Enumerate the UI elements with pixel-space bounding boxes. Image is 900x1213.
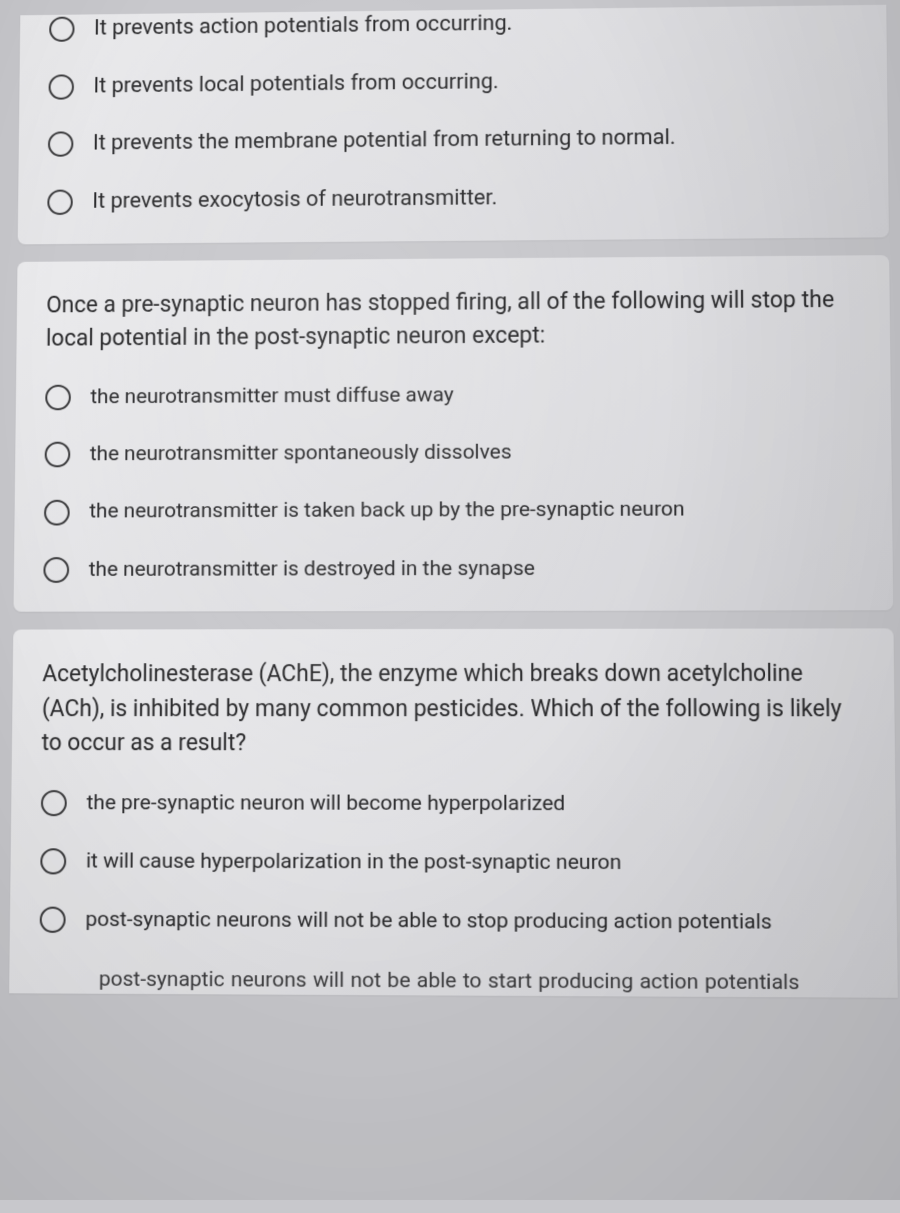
option-label: post-synaptic neurons will not be able t…: [99, 965, 800, 997]
option-row[interactable]: It prevents action potentials from occur…: [49, 5, 856, 43]
option-row[interactable]: it will cause hyperpolarization in the p…: [40, 847, 865, 878]
option-row[interactable]: It prevents exocytosis of neurotransmitt…: [47, 181, 858, 217]
option-label: It prevents the membrane potential from …: [93, 124, 676, 159]
question-card: It prevents action potentials from occur…: [18, 5, 889, 244]
option-label: the pre-synaptic neuron will become hype…: [86, 789, 565, 818]
radio-icon[interactable]: [49, 16, 75, 41]
radio-icon[interactable]: [45, 385, 71, 411]
question-card: Once a pre-synaptic neuron has stopped f…: [13, 255, 893, 612]
option-row[interactable]: the pre-synaptic neuron will become hype…: [41, 789, 865, 819]
option-label: the neurotransmitter is taken back up by…: [89, 496, 685, 526]
option-row[interactable]: the neurotransmitter must diffuse away: [45, 379, 860, 411]
option-label: It prevents action potentials from occur…: [94, 9, 513, 43]
radio-icon[interactable]: [47, 189, 73, 214]
option-row[interactable]: It prevents local potentials from occurr…: [48, 63, 857, 101]
radio-icon[interactable]: [40, 848, 66, 874]
option-row[interactable]: the neurotransmitter is taken back up by…: [44, 495, 862, 526]
question-text: Acetylcholinesterase (AChE), the enzyme …: [41, 657, 864, 762]
radio-icon[interactable]: [49, 74, 75, 99]
question-card: Acetylcholinesterase (AChE), the enzyme …: [9, 629, 898, 998]
option-row[interactable]: post-synaptic neurons will not be able t…: [99, 965, 867, 998]
radio-icon[interactable]: [40, 907, 66, 933]
radio-icon[interactable]: [41, 790, 67, 816]
option-label: the neurotransmitter must diffuse away: [90, 381, 453, 411]
radio-icon[interactable]: [45, 442, 71, 468]
option-row[interactable]: the neurotransmitter spontaneously disso…: [45, 437, 862, 469]
option-label: It prevents local potentials from occurr…: [93, 67, 498, 100]
option-label: post-synaptic neurons will not be able t…: [85, 906, 772, 937]
option-row[interactable]: the neurotransmitter is destroyed in the…: [43, 554, 862, 584]
radio-icon[interactable]: [43, 557, 69, 583]
option-label: It prevents exocytosis of neurotransmitt…: [92, 184, 497, 217]
option-label: the neurotransmitter spontaneously disso…: [90, 439, 512, 469]
option-label: the neurotransmitter is destroyed in the…: [89, 555, 535, 584]
option-row[interactable]: It prevents the membrane potential from …: [48, 122, 858, 159]
radio-icon[interactable]: [48, 132, 74, 157]
option-row[interactable]: post-synaptic neurons will not be able t…: [40, 906, 867, 938]
radio-icon[interactable]: [44, 499, 70, 525]
option-label: it will cause hyperpolarization in the p…: [86, 847, 622, 877]
question-text: Once a pre-synaptic neuron has stopped f…: [46, 283, 860, 356]
